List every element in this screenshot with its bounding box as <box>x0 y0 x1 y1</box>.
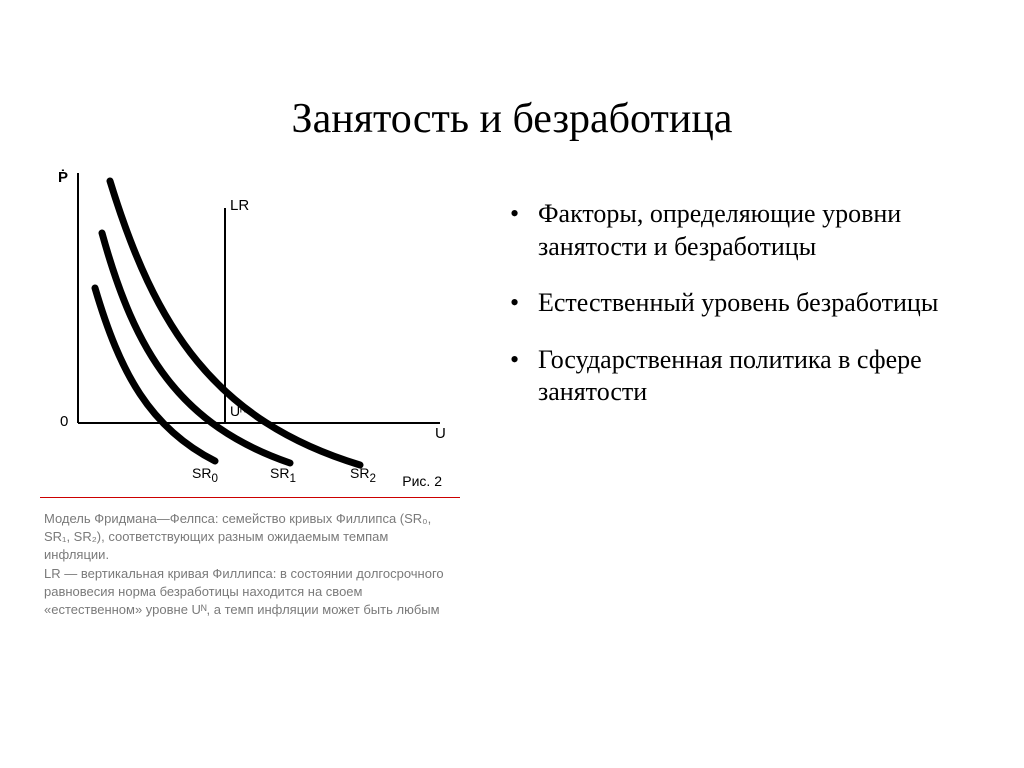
caption-line-2: LR — вертикальная кривая Филлипса: в сос… <box>44 565 456 620</box>
page-title: Занятость и безработица <box>0 0 1024 163</box>
curve-sr0 <box>95 288 215 461</box>
bullet-item: Естественный уровень безработицы <box>510 287 984 320</box>
bullet-list: Факторы, определяющие уровни занятости и… <box>510 198 984 409</box>
content-row: Ṗ 0 U LR Uᴺ SR0 SR1 SR2 Рис. 2 Модель Фр… <box>0 163 1024 619</box>
bullet-item: Государственная политика в сфере занятос… <box>510 344 984 409</box>
un-label: Uᴺ <box>230 403 246 419</box>
phillips-chart: Ṗ 0 U LR Uᴺ SR0 SR1 SR2 Рис. 2 <box>40 163 460 493</box>
origin-label: 0 <box>60 413 68 430</box>
chart-caption: Модель Фридмана—Фелпса: семейство кривых… <box>40 502 460 619</box>
lr-label: LR <box>230 197 249 214</box>
divider <box>40 497 460 498</box>
curve-sr1 <box>102 233 290 463</box>
chart-svg <box>40 163 460 493</box>
y-axis-label: Ṗ <box>58 169 68 186</box>
sr2-label: SR2 <box>350 465 376 485</box>
bullet-item: Факторы, определяющие уровни занятости и… <box>510 198 984 263</box>
sr1-label: SR1 <box>270 465 296 485</box>
figure-number: Рис. 2 <box>402 473 442 489</box>
caption-line-1: Модель Фридмана—Фелпса: семейство кривых… <box>44 510 456 565</box>
left-column: Ṗ 0 U LR Uᴺ SR0 SR1 SR2 Рис. 2 Модель Фр… <box>40 163 480 619</box>
sr0-label: SR0 <box>192 465 218 485</box>
x-axis-label: U <box>435 425 446 442</box>
right-column: Факторы, определяющие уровни занятости и… <box>480 163 984 619</box>
